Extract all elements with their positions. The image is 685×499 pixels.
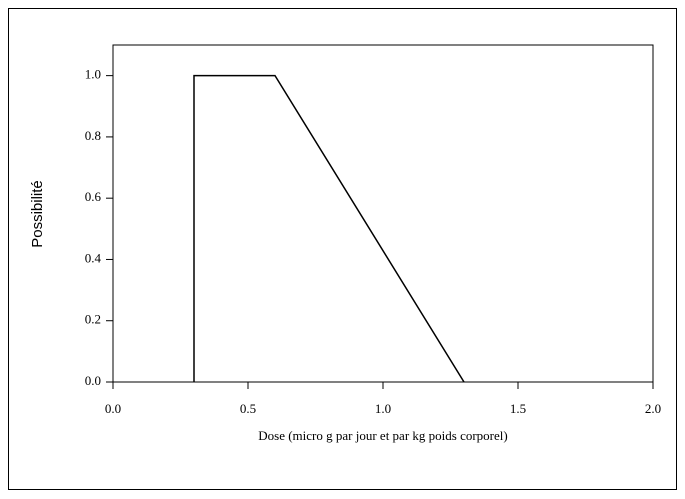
y-tick-label: 1.0 (85, 67, 101, 82)
y-tick-label: 0.4 (85, 250, 102, 265)
x-tick-label: 0.5 (240, 401, 256, 416)
line-series (193, 74, 465, 383)
y-tick-label: 0.0 (85, 373, 101, 388)
y-tick-label: 0.6 (85, 189, 102, 204)
y-axis-label: Possibilité (29, 180, 46, 248)
y-tick-label: 0.8 (85, 128, 101, 143)
x-tick-label: 0.0 (105, 401, 121, 416)
x-tick-label: 2.0 (645, 401, 661, 416)
y-tick-label: 0.2 (85, 312, 101, 327)
x-axis-label: Dose (micro g par jour et par kg poids c… (258, 428, 507, 443)
x-tick-label: 1.0 (375, 401, 391, 416)
frame (8, 8, 677, 490)
x-tick-label: 1.5 (510, 401, 526, 416)
